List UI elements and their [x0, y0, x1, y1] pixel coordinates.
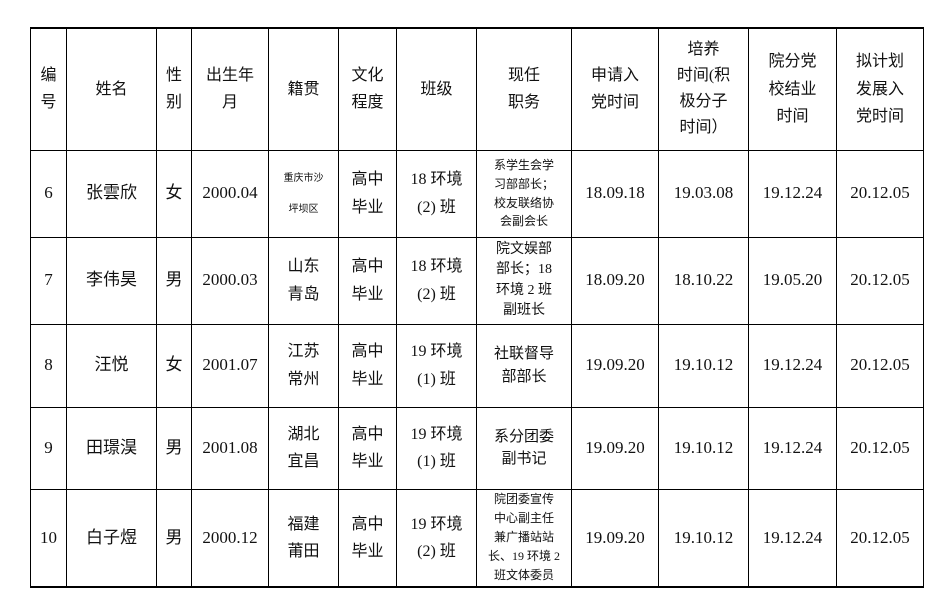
cell-name: 张雲欣	[66, 149, 157, 238]
cell-application-time: 19.09.20	[571, 406, 659, 490]
cell-class: 19 环境 (2) 班	[396, 488, 477, 588]
cell-party-school-completion-time: 19.12.24	[748, 488, 837, 588]
header-number: 编 号	[30, 27, 67, 151]
cell-birth-date: 2000.03	[191, 236, 269, 325]
cell-class: 18 环境 (2) 班	[396, 236, 477, 325]
cell-party-school-completion-time: 19.05.20	[748, 236, 837, 325]
header-education: 文化 程度	[338, 27, 397, 151]
header-class: 班级	[396, 27, 477, 151]
cell-native-place: 重庆市沙 坪坝区	[268, 149, 339, 238]
cell-birth-date: 2001.08	[191, 406, 269, 490]
cell-education: 高中 毕业	[338, 488, 397, 588]
cell-name: 汪悦	[66, 323, 157, 408]
cell-current-position: 社联督导 部部长	[476, 323, 572, 408]
header-application-time: 申请入 党时间	[571, 27, 659, 151]
cell-application-time: 19.09.20	[571, 323, 659, 408]
cell-name: 李伟昊	[66, 236, 157, 325]
cell-birth-date: 2000.12	[191, 488, 269, 588]
cell-cultivation-time: 19.10.12	[658, 406, 749, 490]
header-party-school-completion-time: 院分党 校结业 时间	[748, 27, 837, 151]
cell-cultivation-time: 19.03.08	[658, 149, 749, 238]
table-row: 9 田璟淏 男 2001.08 湖北 宜昌 高中 毕业 19 环境 (1) 班 …	[30, 406, 924, 490]
cell-current-position: 系分团委 副书记	[476, 406, 572, 490]
cell-application-time: 19.09.20	[571, 488, 659, 588]
cell-cultivation-time: 19.10.12	[658, 488, 749, 588]
table-row: 6 张雲欣 女 2000.04 重庆市沙 坪坝区 高中 毕业 18 环境 (2)…	[30, 149, 924, 238]
cell-number: 10	[30, 488, 67, 588]
table-row: 7 李伟昊 男 2000.03 山东 青岛 高中 毕业 18 环境 (2) 班 …	[30, 236, 924, 325]
cell-number: 7	[30, 236, 67, 325]
table-row: 10 白子煜 男 2000.12 福建 莆田 高中 毕业 19 环境 (2) 班…	[30, 488, 924, 588]
cell-education: 高中 毕业	[338, 236, 397, 325]
cell-current-position: 院文娱部 部长；18 环境 2 班 副班长	[476, 236, 572, 325]
header-gender: 性 别	[156, 27, 192, 151]
cell-party-school-completion-time: 19.12.24	[748, 406, 837, 490]
header-planned-admission-time: 拟计划 发展入 党时间	[836, 27, 924, 151]
cell-party-school-completion-time: 19.12.24	[748, 323, 837, 408]
cell-number: 6	[30, 149, 67, 238]
cell-birth-date: 2001.07	[191, 323, 269, 408]
cell-gender: 女	[156, 323, 192, 408]
cell-class: 19 环境 (1) 班	[396, 406, 477, 490]
header-current-position: 现任 职务	[476, 27, 572, 151]
cell-name: 田璟淏	[66, 406, 157, 490]
cell-gender: 男	[156, 236, 192, 325]
cell-name: 白子煜	[66, 488, 157, 588]
header-name: 姓名	[66, 27, 157, 151]
cell-planned-admission-time: 20.12.05	[836, 406, 924, 490]
cell-gender: 男	[156, 406, 192, 490]
cell-planned-admission-time: 20.12.05	[836, 236, 924, 325]
table-row: 8 汪悦 女 2001.07 江苏 常州 高中 毕业 19 环境 (1) 班 社…	[30, 323, 924, 408]
cell-planned-admission-time: 20.12.05	[836, 488, 924, 588]
cell-party-school-completion-time: 19.12.24	[748, 149, 837, 238]
cell-cultivation-time: 18.10.22	[658, 236, 749, 325]
cell-class: 19 环境 (1) 班	[396, 323, 477, 408]
cell-education: 高中 毕业	[338, 149, 397, 238]
cell-application-time: 18.09.18	[571, 149, 659, 238]
cell-number: 9	[30, 406, 67, 490]
cell-gender: 女	[156, 149, 192, 238]
cell-application-time: 18.09.20	[571, 236, 659, 325]
cell-planned-admission-time: 20.12.05	[836, 323, 924, 408]
cell-native-place: 福建 莆田	[268, 488, 339, 588]
cell-planned-admission-time: 20.12.05	[836, 149, 924, 238]
header-native-place: 籍贯	[268, 27, 339, 151]
cell-birth-date: 2000.04	[191, 149, 269, 238]
cell-gender: 男	[156, 488, 192, 588]
cell-education: 高中 毕业	[338, 323, 397, 408]
cell-native-place: 山东 青岛	[268, 236, 339, 325]
cell-native-place: 湖北 宜昌	[268, 406, 339, 490]
cell-native-place: 江苏 常州	[268, 323, 339, 408]
cell-current-position: 系学生会学 习部部长； 校友联络协 会副会长	[476, 149, 572, 238]
cell-current-position: 院团委宣传 中心副主任 兼广播站站 长、19 环境 2 班文体委员	[476, 488, 572, 588]
cell-cultivation-time: 19.10.12	[658, 323, 749, 408]
header-birth-date: 出生年 月	[191, 27, 269, 151]
party-development-roster-table: 编 号 姓名 性 别 出生年 月 籍贯 文化 程度 班级 现任 职务 申请入 党…	[30, 27, 924, 588]
table-header-row: 编 号 姓名 性 别 出生年 月 籍贯 文化 程度 班级 现任 职务 申请入 党…	[30, 27, 924, 151]
cell-class: 18 环境 (2) 班	[396, 149, 477, 238]
cell-number: 8	[30, 323, 67, 408]
header-cultivation-time: 培养 时间(积 极分子 时间）	[658, 27, 749, 151]
cell-education: 高中 毕业	[338, 406, 397, 490]
